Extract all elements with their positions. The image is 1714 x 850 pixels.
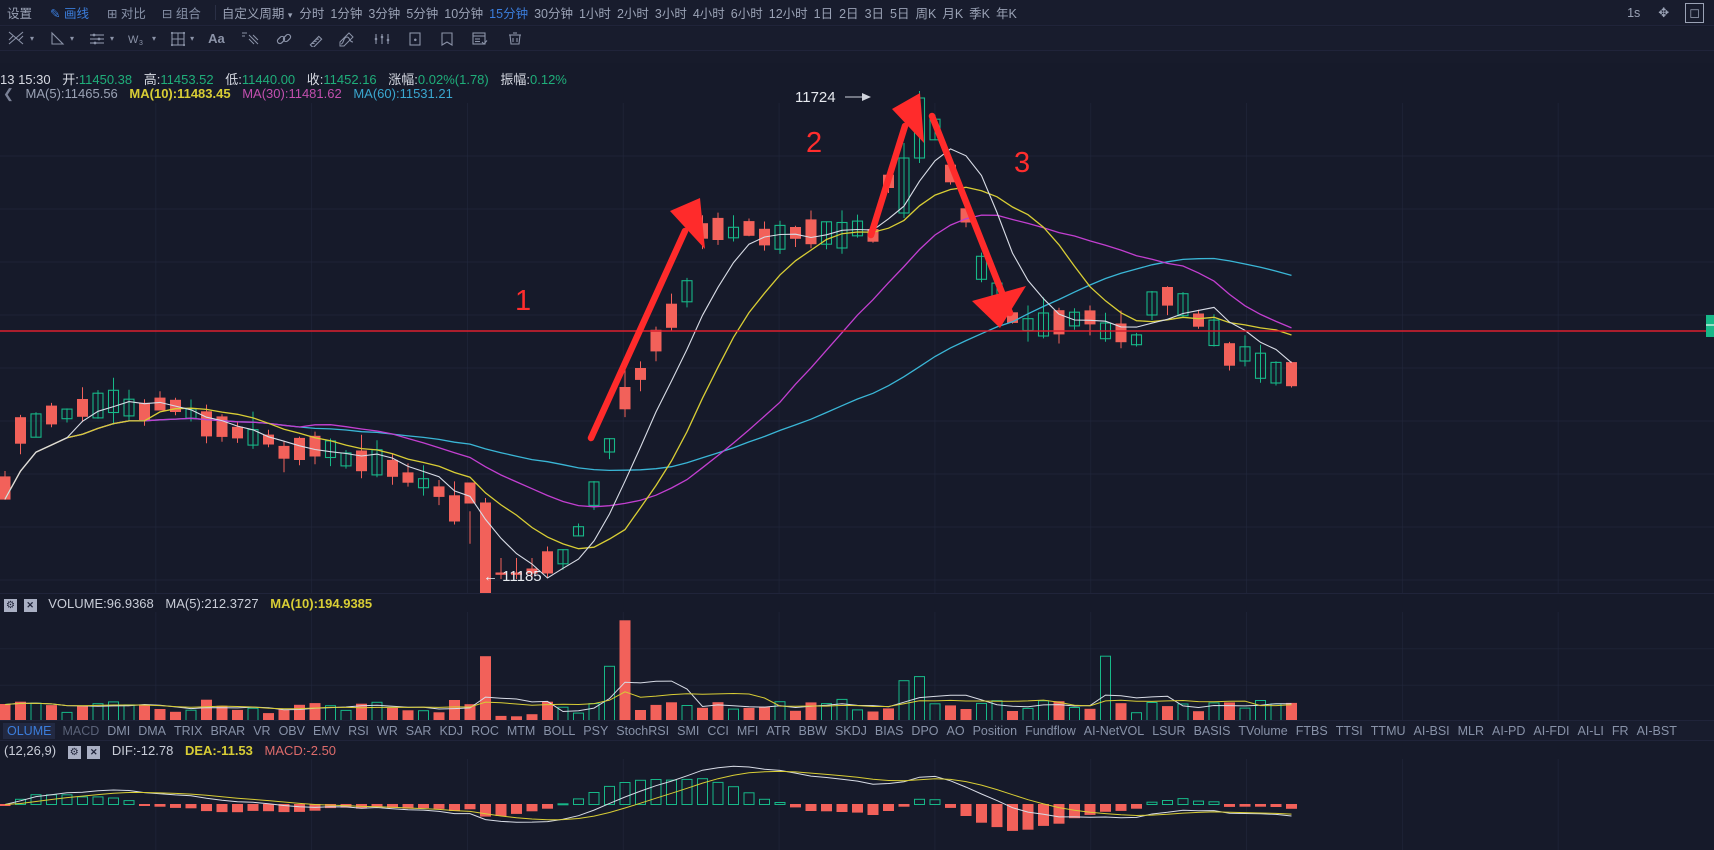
svg-text:●: ● — [413, 37, 417, 43]
svg-text:2: 2 — [806, 127, 822, 159]
svg-text:3: 3 — [139, 40, 143, 47]
svg-text:W: W — [128, 34, 139, 46]
svg-text:← 11185: ← 11185 — [483, 568, 542, 585]
svg-text:1: 1 — [515, 285, 531, 317]
svg-text:3: 3 — [1014, 147, 1030, 179]
